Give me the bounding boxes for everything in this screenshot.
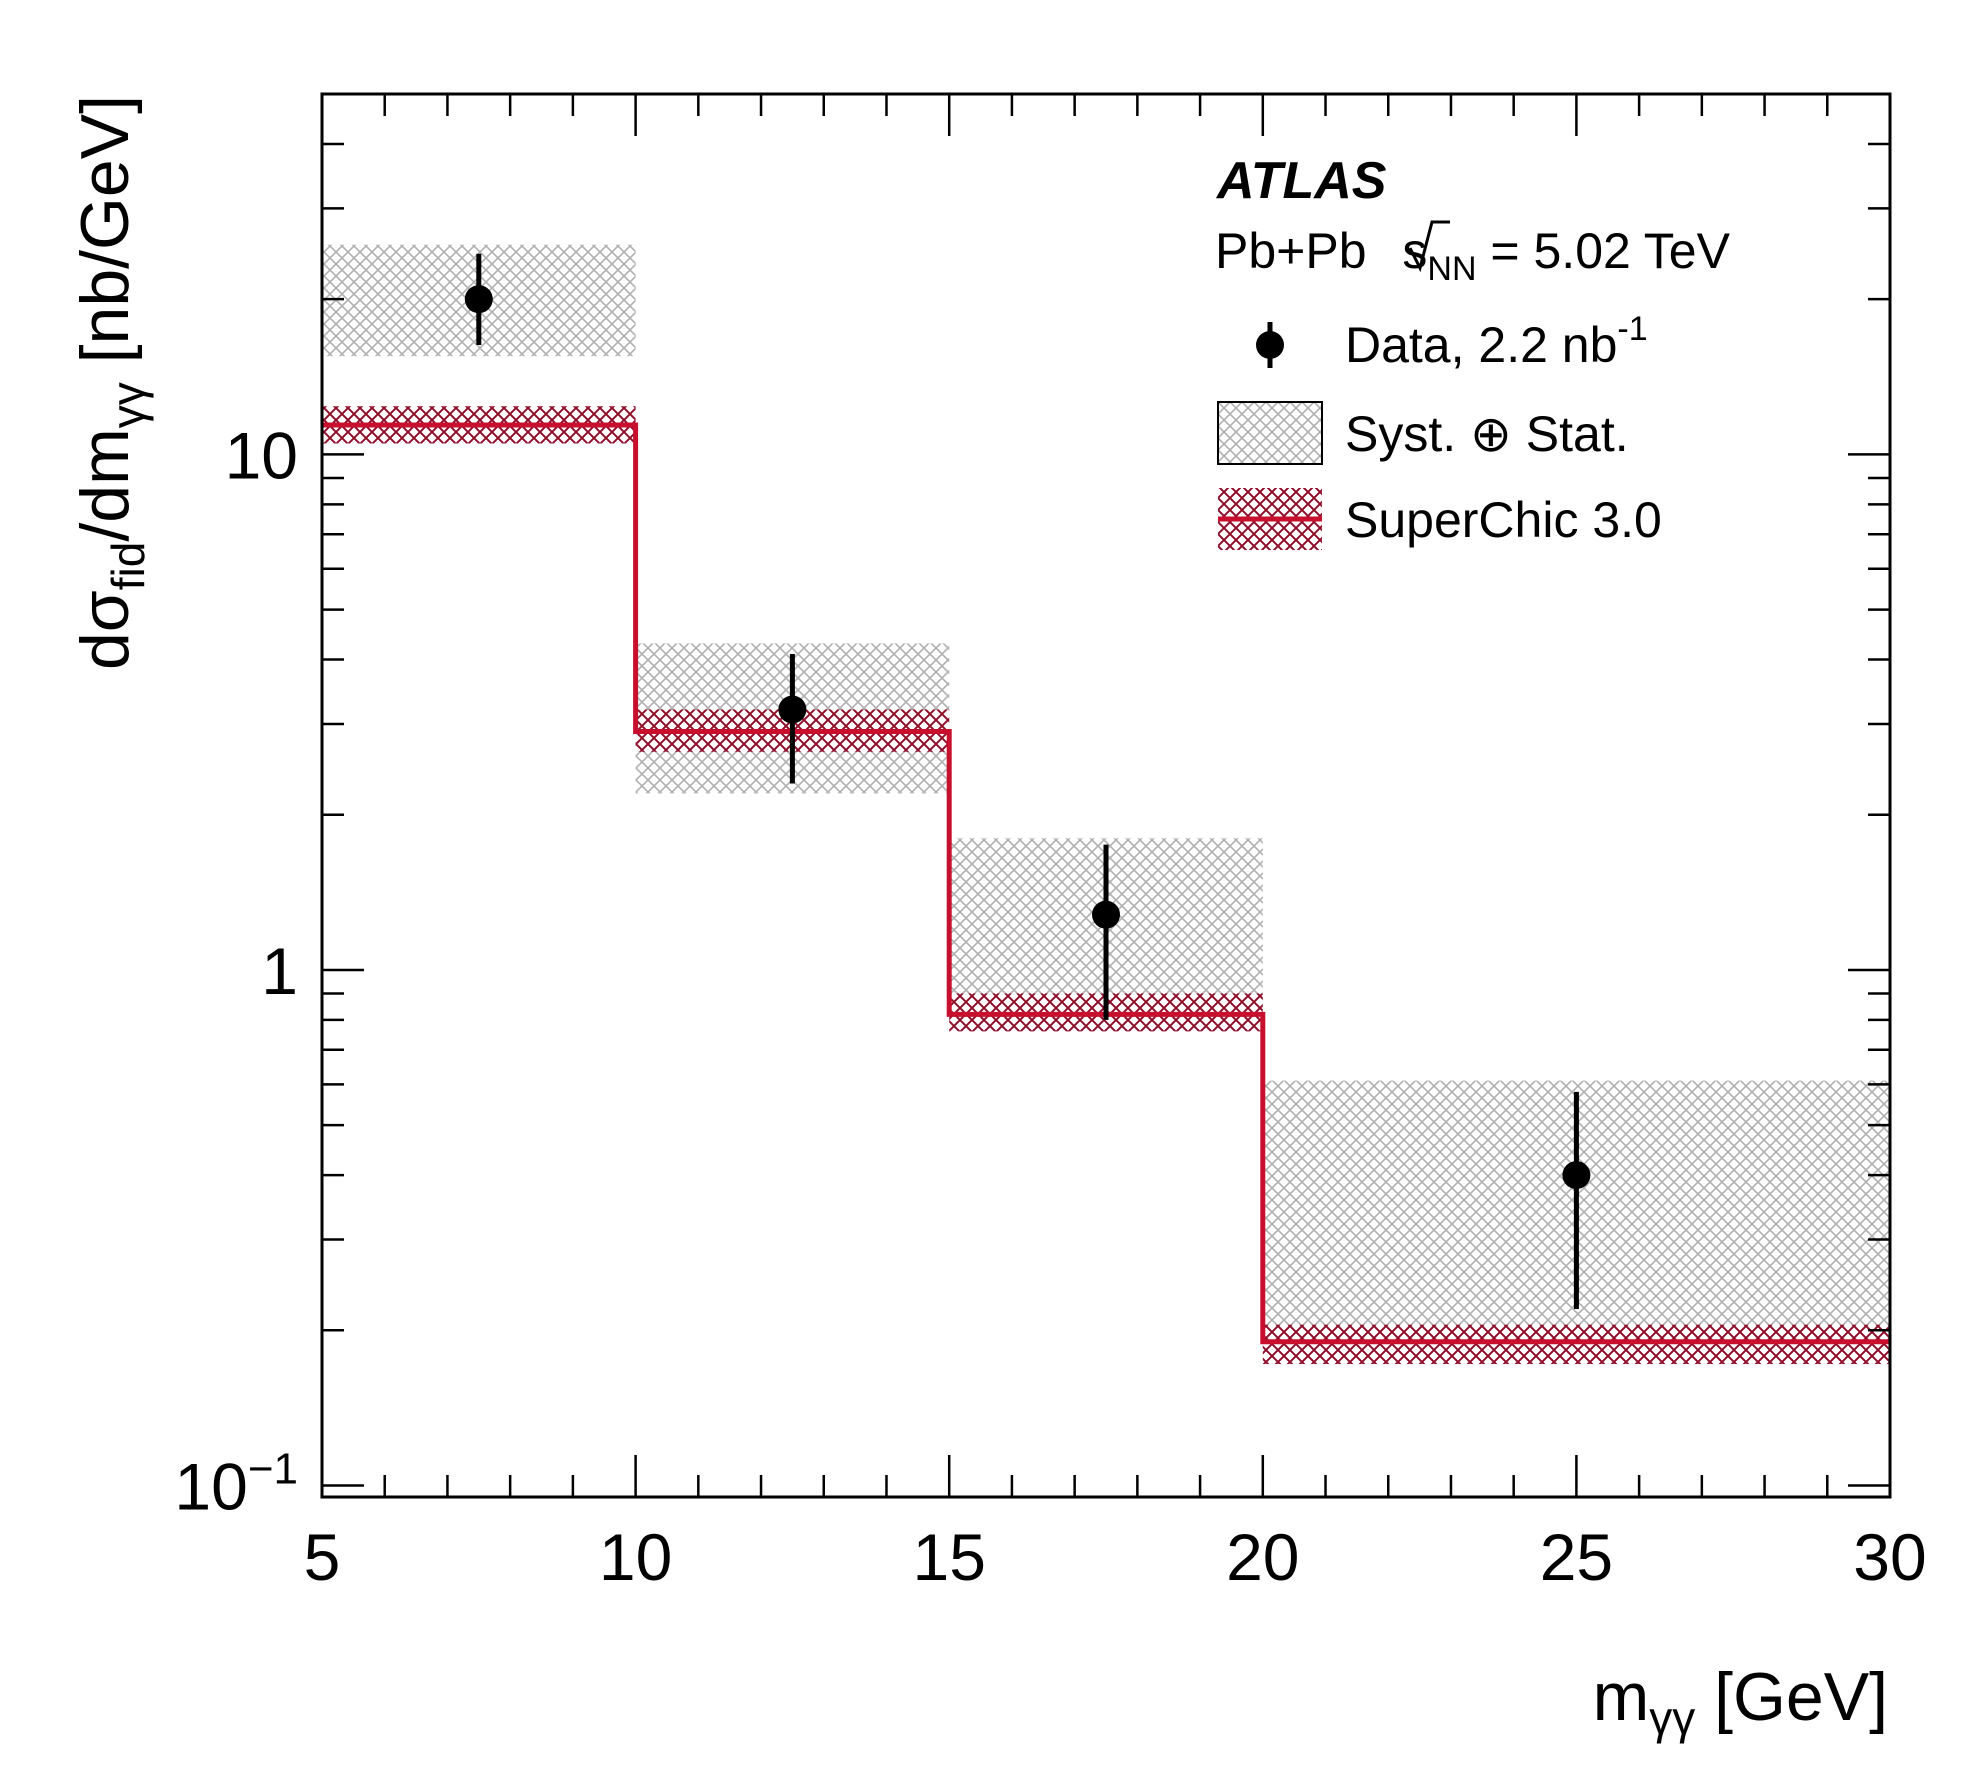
y-tick-label: 1 [261, 934, 298, 1008]
marker [1562, 1161, 1591, 1190]
x-tick-label: 25 [1540, 1520, 1613, 1594]
y-axis-label: dσfid/dmγγ [nb/GeV] [67, 95, 154, 670]
data-points [464, 253, 1591, 1309]
x-axis-label-sub: γγ [1649, 1692, 1695, 1744]
legend-data-label: Data, 2.2 nb-1 [1345, 310, 1648, 373]
plot-frame [320, 92, 1892, 1499]
y-tick-labels: 10−1 1 10 [174, 418, 298, 1523]
data-point-4 [1562, 1091, 1591, 1309]
x-axis-label: mγγ [GeV] [1593, 1659, 1888, 1744]
marker [778, 695, 807, 724]
data-point-3 [1092, 844, 1120, 1020]
model-step-line [322, 422, 1890, 1345]
data-point-2 [778, 654, 807, 784]
y-tick-label: 10 [225, 418, 298, 492]
marker [1092, 900, 1120, 929]
x-tick-label: 30 [1853, 1520, 1926, 1594]
x-tick-label: 15 [912, 1520, 985, 1594]
y-tick-label: 10−1 [174, 1445, 298, 1524]
x-tick-label: 10 [599, 1520, 672, 1594]
legend-data-marker [1256, 331, 1284, 359]
marker [464, 285, 493, 314]
legend-syst-label: Syst. ⊕ Stat. [1345, 406, 1629, 462]
x-tick-labels: 5 10 15 20 25 30 [304, 1520, 1927, 1594]
legend: ATLAS Pb+Pb sNN = 5.02 TeV Data, 2.2 nb-… [1215, 152, 1731, 550]
atlas-label: ATLAS [1215, 152, 1387, 210]
legend-model-label: SuperChic 3.0 [1345, 492, 1662, 548]
tick-marks [320, 92, 1892, 1497]
legend-syst-swatch [1217, 401, 1323, 465]
x-tick-label: 5 [304, 1520, 341, 1594]
model-band-bin-4 [1262, 1324, 1890, 1365]
x-tick-label: 20 [1226, 1520, 1299, 1594]
sqrt-sign-icon [1408, 220, 1450, 273]
energy-label: Pb+Pb sNN = 5.02 TeV [1215, 223, 1731, 288]
data-point-1 [464, 253, 493, 345]
